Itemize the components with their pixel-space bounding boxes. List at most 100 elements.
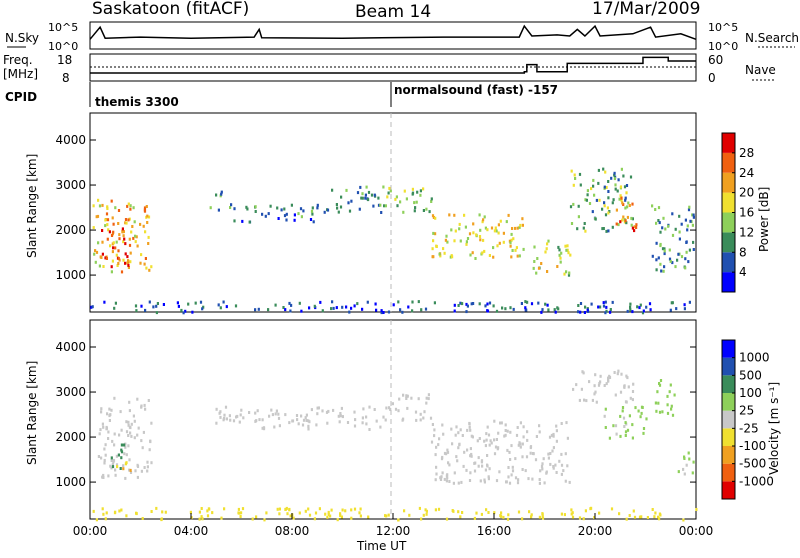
echo-cell — [677, 252, 680, 256]
echo-cell — [118, 237, 121, 241]
echo-cell — [619, 434, 622, 438]
echo-cell — [269, 204, 272, 208]
echo-cell — [102, 265, 105, 268]
echo-cell — [435, 472, 438, 476]
echo-cell — [92, 509, 95, 513]
echo-cell — [603, 201, 606, 205]
echo-cell — [435, 245, 438, 248]
echo-cell — [420, 517, 423, 521]
echo-cell — [340, 406, 343, 410]
echo-cell — [563, 513, 566, 517]
echo-cell — [394, 197, 397, 201]
echo-cell — [289, 309, 292, 313]
echo-cell — [544, 250, 547, 254]
echo-cell — [127, 202, 130, 206]
echo-cell — [507, 466, 510, 469]
echo-cell — [663, 252, 666, 256]
echo-cell — [627, 201, 630, 205]
echo-cell — [289, 514, 292, 518]
echo-cell — [558, 248, 561, 252]
echo-cell — [105, 212, 109, 216]
echo-cell — [414, 410, 418, 414]
echo-cell — [622, 203, 625, 206]
colorbar-segment — [722, 463, 735, 482]
colorbar-tick-label: 500 — [739, 368, 762, 382]
echo-cell — [263, 518, 266, 522]
echo-cell — [128, 217, 131, 221]
echo-cell — [695, 508, 698, 511]
velocity-colorbar: 1000 500 100 25 -25 -100 -500 -1000 — [721, 339, 774, 500]
echo-cell — [288, 508, 291, 512]
echo-cell — [298, 511, 301, 515]
echo-cell — [469, 471, 472, 475]
echo-cell — [437, 507, 441, 511]
echo-cell — [646, 516, 649, 519]
echo-cell — [313, 517, 316, 521]
echo-cell — [117, 262, 120, 265]
echo-cell — [239, 413, 242, 417]
echo-cell — [642, 309, 645, 313]
echo-cell — [95, 518, 98, 522]
echo-cell — [238, 511, 241, 515]
time-axis: 00:00 04:00 08:00 12:00 16:00 20:00 00:00 — [73, 513, 713, 538]
echo-cell — [670, 407, 673, 411]
echo-cell — [388, 406, 391, 410]
echo-cell — [206, 514, 210, 518]
echo-cell — [394, 407, 398, 411]
echo-cell — [485, 432, 488, 436]
echo-cell — [361, 307, 364, 311]
echo-cell — [494, 226, 497, 230]
echo-cell — [254, 210, 257, 213]
echo-cell — [127, 218, 130, 222]
echo-cell — [503, 434, 506, 438]
echo-cell — [150, 461, 153, 465]
echo-cell — [480, 512, 483, 516]
echo-cell — [439, 476, 442, 480]
echo-cell — [148, 448, 151, 452]
echo-cell — [619, 414, 622, 418]
echo-cell — [498, 470, 501, 474]
echo-cell — [642, 431, 645, 435]
echo-cell — [114, 206, 117, 210]
echo-cell — [350, 516, 353, 520]
echo-cell — [302, 209, 305, 213]
echo-cell — [525, 308, 528, 312]
echo-cell — [387, 513, 390, 517]
echo-cell — [408, 513, 411, 517]
echo-cell — [300, 215, 303, 219]
echo-cell — [598, 511, 601, 515]
echo-cell — [147, 215, 151, 219]
power-y-axis: 1000 2000 3000 4000 — [55, 133, 696, 282]
echo-cell — [206, 509, 209, 513]
echo-cell — [307, 427, 310, 431]
echo-cell — [275, 409, 278, 413]
echo-cell — [109, 464, 112, 468]
echo-cell — [465, 240, 468, 244]
echo-cell — [123, 452, 126, 456]
echo-cell — [651, 204, 654, 208]
echo-cell — [462, 464, 465, 468]
echo-cell — [429, 416, 433, 420]
echo-cell — [692, 248, 695, 251]
echo-cell — [110, 234, 114, 237]
echo-cell — [495, 479, 499, 483]
echo-cell — [571, 511, 574, 515]
echo-cell — [607, 379, 610, 383]
echo-cell — [262, 426, 266, 430]
y-tick-label: 4000 — [55, 340, 86, 354]
echo-cell — [107, 430, 110, 434]
power-panel: 1000 2000 3000 4000 Slant Range [km] 28 24 20… — [25, 112, 771, 315]
echo-cell — [688, 205, 691, 209]
echo-cell — [571, 515, 575, 519]
echo-cell — [552, 465, 555, 468]
echo-cell — [254, 308, 257, 312]
echo-cell — [537, 301, 540, 305]
echo-cell — [570, 508, 573, 512]
echo-cell — [379, 203, 382, 207]
echo-cell — [605, 229, 608, 233]
echo-cell — [692, 213, 695, 217]
echo-cell — [370, 193, 374, 197]
echo-cell — [525, 455, 529, 459]
echo-cell — [483, 480, 486, 484]
colorbar-segment — [722, 152, 735, 173]
